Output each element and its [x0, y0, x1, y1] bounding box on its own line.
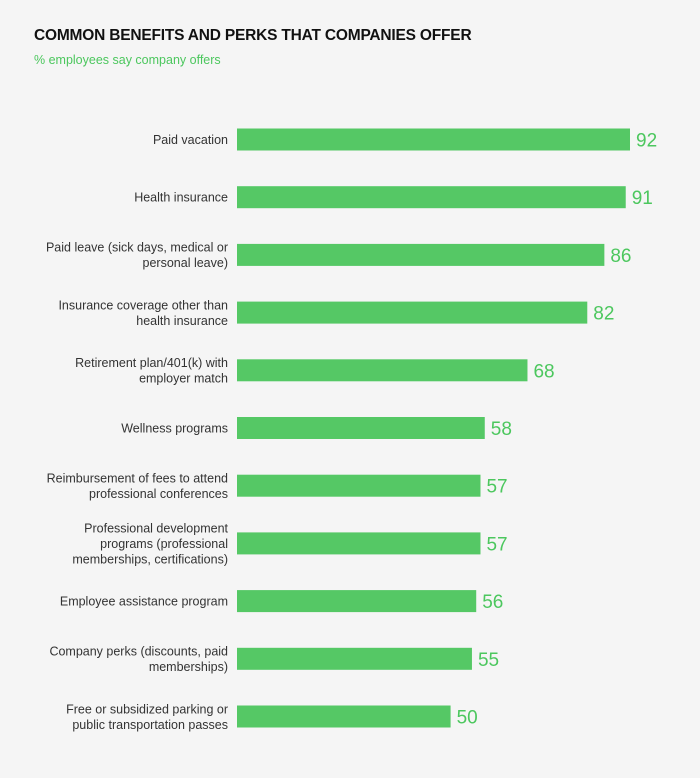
category-label-6-line-1: professional conferences: [89, 487, 228, 501]
bar-6: [237, 474, 481, 497]
value-label-7: 57: [486, 534, 507, 555]
value-label-4: 68: [533, 361, 554, 382]
category-label-1: Health insurance: [134, 191, 228, 205]
category-label-3-line-1: health insurance: [136, 314, 228, 328]
value-label-1: 91: [632, 188, 653, 209]
value-label-6: 57: [486, 477, 507, 498]
category-label-9-line-1: memberships): [149, 660, 228, 674]
bar-8: [237, 590, 477, 613]
value-label-5: 58: [491, 419, 512, 440]
bar-7: [237, 532, 481, 555]
category-label-10-line-0: Free or subsidized parking or: [66, 702, 228, 716]
bar-1: [237, 186, 626, 209]
category-label-5: Wellness programs: [121, 422, 228, 436]
category-label-3-line-0: Insurance coverage other than: [58, 298, 228, 312]
value-label-0: 92: [636, 131, 657, 152]
category-label-9-line-0: Company perks (discounts, paid: [49, 645, 228, 659]
category-label-7-line-0: Professional development: [84, 521, 228, 535]
value-label-3: 82: [593, 304, 614, 325]
category-label-0: Paid vacation: [153, 133, 228, 147]
value-label-2: 86: [610, 246, 631, 267]
bar-3: [237, 301, 588, 324]
value-label-10: 50: [457, 708, 478, 729]
value-label-9: 55: [478, 650, 499, 671]
category-label-6-line-0: Reimbursement of fees to attend: [47, 471, 228, 485]
category-label-2-line-0: Paid leave (sick days, medical or: [46, 241, 228, 255]
bar-4: [237, 359, 528, 382]
category-label-2-line-1: personal leave): [143, 256, 228, 270]
category-label-4-line-1: employer match: [139, 372, 228, 386]
category-label-7-line-2: memberships, certifications): [72, 552, 228, 566]
bar-2: [237, 243, 605, 266]
chart-subtitle: % employees say company offers: [34, 53, 221, 67]
chart-title: COMMON BENEFITS AND PERKS THAT COMPANIES…: [34, 27, 472, 44]
bar-10: [237, 705, 451, 728]
bar-0: [237, 128, 630, 151]
category-label-7-line-1: programs (professional: [100, 537, 228, 551]
bar-9: [237, 647, 472, 670]
value-label-8: 56: [482, 592, 503, 613]
category-label-8: Employee assistance program: [60, 595, 228, 609]
bar-5: [237, 417, 485, 439]
category-label-4-line-0: Retirement plan/401(k) with: [75, 356, 228, 370]
category-label-10-line-1: public transportation passes: [72, 718, 228, 732]
